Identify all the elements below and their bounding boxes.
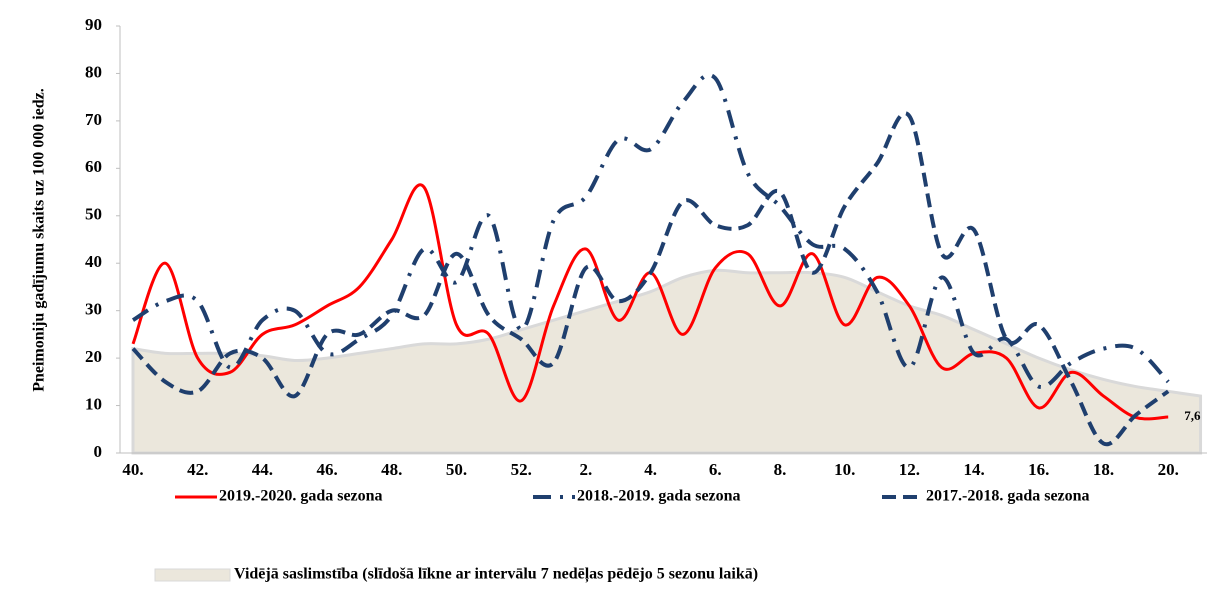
x-tick-label: 10. [834, 460, 855, 479]
x-tick-label: 40. [122, 460, 143, 479]
x-tick-label: 8. [774, 460, 787, 479]
x-tick-label: 42. [187, 460, 208, 479]
series-line [131, 73, 1170, 389]
x-tick-label: 12. [899, 460, 920, 479]
y-tick-label: 60 [85, 157, 102, 176]
y-tick-label: 70 [85, 110, 102, 129]
y-tick-label: 90 [85, 15, 102, 34]
x-tick-label: 46. [316, 460, 337, 479]
average-area [131, 268, 1203, 455]
series-line [131, 111, 1170, 447]
y-tick-label: 80 [85, 62, 102, 81]
y-tick-label: 10 [85, 394, 102, 413]
y-axis-label: Pneimoniju gadījumu skaits uz 100 000 ie… [31, 88, 48, 392]
y-tick-label: 50 [85, 205, 102, 224]
y-tick-label: 30 [85, 300, 102, 319]
x-tick-label: 48. [381, 460, 402, 479]
x-tick-label: 18. [1093, 460, 1114, 479]
x-tick-label: 52. [511, 460, 532, 479]
x-tick-label: 4. [644, 460, 657, 479]
y-tick-label: 20 [85, 347, 102, 366]
x-tick-label: 20. [1158, 460, 1179, 479]
x-tick-label: 16. [1028, 460, 1049, 479]
x-tick-label: 50. [446, 460, 467, 479]
x-tick-label: 14. [963, 460, 984, 479]
y-tick-label: 0 [94, 442, 103, 461]
series-line [131, 183, 1169, 421]
x-tick-label: 2. [580, 460, 593, 479]
y-tick-label: 40 [85, 252, 102, 271]
x-tick-label: 6. [709, 460, 722, 479]
legend-label: Vidējā saslimstība (slīdošā līkne ar int… [234, 566, 758, 584]
x-tick-label: 44. [252, 460, 273, 479]
legend-label: 2017.-2018. gada sezona [926, 488, 1090, 505]
legend-swatch [154, 568, 231, 582]
legend-label: 2018.-2019. gada sezona [577, 488, 741, 505]
legend-label: 2019.-2020. gada sezona [219, 488, 383, 505]
data-label: 7,6 [1184, 408, 1201, 423]
